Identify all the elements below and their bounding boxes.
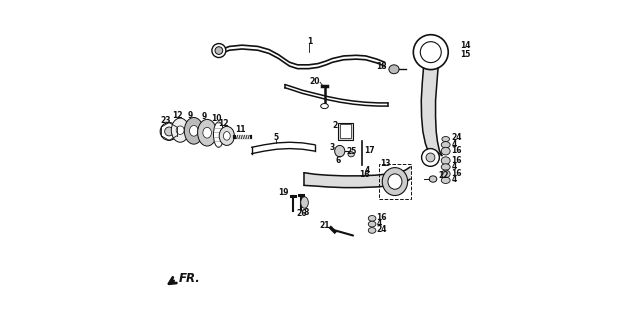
Polygon shape [421,68,442,157]
Ellipse shape [214,122,224,147]
Ellipse shape [441,177,450,183]
Ellipse shape [369,221,376,227]
Text: 16: 16 [452,146,462,155]
Text: 9: 9 [202,112,207,121]
Ellipse shape [442,137,449,142]
Ellipse shape [369,215,376,221]
Ellipse shape [171,118,189,142]
Text: 23: 23 [160,116,171,125]
Text: 25: 25 [346,147,357,156]
Circle shape [215,47,223,54]
Text: 1: 1 [307,37,312,46]
Bar [338,123,353,140]
Circle shape [420,42,441,63]
Text: 4: 4 [452,140,457,148]
Circle shape [212,44,226,58]
Ellipse shape [335,145,345,157]
Bar [379,164,411,199]
Ellipse shape [190,125,198,136]
Text: 16: 16 [452,156,462,164]
Text: 26: 26 [296,209,306,219]
Text: 19: 19 [278,188,289,197]
Ellipse shape [441,157,450,164]
Ellipse shape [369,228,376,233]
Circle shape [413,35,448,69]
Text: 16: 16 [359,170,370,179]
Circle shape [160,123,178,140]
Ellipse shape [321,104,328,108]
Text: 18: 18 [376,62,387,71]
Ellipse shape [441,164,450,170]
Text: 12: 12 [218,119,228,128]
Text: 3: 3 [329,143,335,152]
Ellipse shape [441,147,450,155]
Text: 10: 10 [211,114,221,123]
Circle shape [426,153,435,162]
Ellipse shape [348,152,354,157]
Text: FR.: FR. [179,272,201,285]
Text: 21: 21 [320,221,330,230]
Bar [340,124,351,139]
Text: 11: 11 [235,125,246,134]
Text: 16: 16 [452,169,462,178]
Text: 5: 5 [273,133,278,142]
Text: 14: 14 [461,41,471,50]
Ellipse shape [388,174,402,189]
Text: 16: 16 [377,213,387,222]
Ellipse shape [198,119,217,146]
Text: 24: 24 [377,225,387,234]
Text: 4: 4 [377,219,382,228]
Circle shape [421,148,439,166]
Text: 13: 13 [380,159,391,168]
Text: 24: 24 [452,133,462,142]
Text: 2: 2 [333,121,338,130]
Ellipse shape [301,197,308,208]
Polygon shape [285,84,388,106]
Ellipse shape [382,168,408,196]
Ellipse shape [185,117,203,144]
Ellipse shape [219,126,234,145]
Text: 12: 12 [172,111,183,120]
Text: 4: 4 [452,175,457,184]
Text: 17: 17 [365,146,375,155]
Ellipse shape [224,132,230,140]
Text: 4: 4 [364,166,370,175]
Ellipse shape [441,170,450,178]
Ellipse shape [429,176,437,182]
Text: 6: 6 [336,156,341,164]
Circle shape [164,127,173,136]
Ellipse shape [389,65,399,74]
Text: 8: 8 [304,208,309,217]
Text: 4: 4 [452,162,457,171]
Text: 22: 22 [438,172,449,180]
Ellipse shape [203,127,212,138]
Polygon shape [251,142,315,154]
Text: 20: 20 [309,77,320,86]
Text: 9: 9 [188,111,193,120]
Polygon shape [304,167,410,188]
Text: 15: 15 [461,50,471,59]
Ellipse shape [441,142,450,148]
Ellipse shape [176,126,184,134]
Polygon shape [219,45,385,69]
